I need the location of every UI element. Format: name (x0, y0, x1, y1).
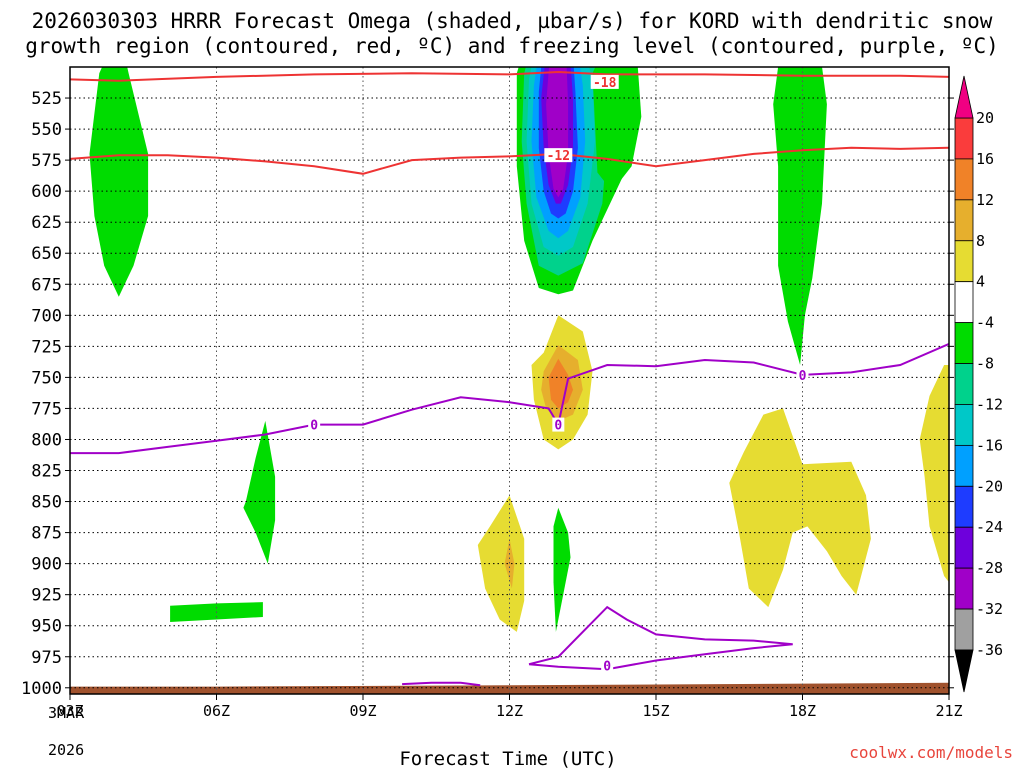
chart-title-line1: 2026030303 HRRR Forecast Omega (shaded, … (32, 9, 993, 33)
y-tick-label-575: 575 (31, 151, 62, 171)
colorbar-band--4_4 (954, 281, 974, 324)
colorbar-label--12: -12 (976, 395, 1003, 413)
y-tick-label-900: 900 (31, 555, 62, 575)
colorbar-label--32: -32 (976, 600, 1003, 618)
y-tick-label-700: 700 (31, 306, 62, 326)
contour-label-0: -18 (593, 76, 617, 91)
y-tick-label-750: 750 (31, 368, 62, 388)
contour-lines: -18 -12 0 0 0 0 (70, 70, 949, 687)
y-tick-label-600: 600 (31, 182, 62, 202)
contour-label-4: 0 (799, 369, 807, 384)
y-axis: 525 550 575 600 625 650 675 700 725 750 775 800 825 8… (21, 89, 954, 699)
omega-region-upward-left--8_-4 (89, 67, 149, 297)
x-axis: 03Z 06Z 09Z 12Z 15Z 18Z 21Z (56, 694, 963, 720)
colorbar-band--20_-16 (954, 444, 974, 487)
y-tick-label-775: 775 (31, 399, 62, 419)
x-tick-label-18Z: 18Z (789, 702, 816, 720)
contour-dgz-minus18 (70, 70, 949, 82)
y-tick-label-875: 875 (31, 524, 62, 544)
colorbar-label-4: 4 (976, 273, 985, 291)
colorbar-label-8: 8 (976, 232, 985, 250)
colorbar-label--4: -4 (976, 314, 994, 332)
contour-label-bg-3 (552, 417, 565, 432)
y-tick-label-950: 950 (31, 617, 62, 637)
colorbar-band--28_-24 (954, 526, 974, 569)
y-tick-label-1000: 1000 (21, 679, 62, 699)
colorbar-band--36_-32 (954, 608, 974, 651)
chart-title-line2: growth region (contoured, red, ºC) and f… (25, 34, 999, 58)
y-tick-label-625: 625 (31, 213, 62, 233)
x-tick-label-06Z: 06Z (203, 702, 230, 720)
x-axis-title: Forecast Time (UTC) (399, 748, 616, 768)
colorbar-arrow-top (954, 75, 974, 119)
colorbar-band--24_-20 (954, 485, 974, 528)
colorbar-label--20: -20 (976, 477, 1003, 495)
colorbar-label-20: 20 (976, 109, 994, 127)
colorbar-label-12: 12 (976, 191, 994, 209)
colorbar-band-8_12 (954, 199, 974, 242)
omega-region-upward-early-low--8_-4 (243, 420, 276, 564)
colorbar-band-12_16 (954, 158, 974, 201)
colorbar-band--32_-28 (954, 567, 974, 610)
omega-region-downward-low-11z-4_8 (477, 495, 525, 632)
colorbar-band--16_-12 (954, 404, 974, 446)
contour-label-3: 0 (554, 419, 562, 434)
colorbar-label--8: -8 (976, 355, 994, 373)
y-tick-label-925: 925 (31, 586, 62, 606)
footer-credit: coolwx.com/models (849, 743, 1013, 762)
omega-region-downward-afternoon-4_8 (729, 408, 871, 608)
x-tick-label-21Z: 21Z (935, 702, 962, 720)
contour-label-bg-5 (601, 658, 614, 673)
colorbar-arrow-bottom (954, 649, 974, 693)
x-tick-label-03Z: 03Z (56, 702, 83, 720)
contour-label-bg-2 (308, 417, 321, 432)
grid-lines (70, 67, 949, 694)
colorbar-label-16: 16 (976, 150, 994, 168)
omega-region-upward-core-12z--32_-28 (546, 67, 569, 198)
contour-dgz-minus12 (70, 146, 949, 175)
colorbar-band--8_-4 (954, 322, 974, 364)
y-tick-label-725: 725 (31, 337, 62, 357)
x-tick-label-15Z: 15Z (642, 702, 669, 720)
omega-region-upward-13z-low--8_-4 (553, 507, 571, 632)
colorbar-band--12_-8 (954, 363, 974, 405)
y-tick-label-550: 550 (31, 120, 62, 140)
colorbar-label--36: -36 (976, 641, 1003, 659)
contour-freezing-level-surface (402, 681, 481, 687)
contour-label-bg-4 (796, 367, 809, 382)
y-tick-label-825: 825 (31, 462, 62, 482)
y-tick-label-525: 525 (31, 89, 62, 109)
y-tick-label-800: 800 (31, 430, 62, 450)
omega-region-downward-core-12_16 (548, 358, 573, 409)
x-tick-label-09Z: 09Z (349, 702, 376, 720)
contour-freezing-level (70, 342, 949, 455)
contour-label-2: 0 (310, 419, 318, 434)
x-tick-label-12Z: 12Z (496, 702, 523, 720)
contour-label-1: -12 (547, 149, 570, 164)
colorbar-band-16_20 (954, 117, 974, 160)
y-tick-label-675: 675 (31, 275, 62, 295)
contour-label-bg-0 (590, 74, 619, 89)
colorbar-label--24: -24 (976, 518, 1003, 536)
contour-freezing-level-low (528, 605, 793, 671)
date-label-year: 2026 (48, 741, 84, 759)
y-tick-label-850: 850 (31, 493, 62, 513)
colorbar-label--16: -16 (976, 436, 1003, 454)
date-label-month: 3MAR (48, 704, 85, 722)
y-tick-label-650: 650 (31, 244, 62, 264)
y-tick-label-975: 975 (31, 648, 62, 668)
omega-region-downward-low-11z-8_12 (504, 538, 515, 589)
omega-region-upward-18z-column--8_-4 (773, 67, 827, 365)
colorbar-band-4_8 (954, 240, 974, 283)
contour-label-5: 0 (603, 659, 611, 674)
colorbar-label--28: -28 (976, 559, 1003, 577)
contour-label-bg-1 (544, 148, 573, 163)
omega-region-downward-right-edge-4_8 (919, 365, 949, 583)
colorbar: 20 16 12 8 4 -4 -8 -12 -16 -20 -24 -28 -32 -36 (954, 75, 1003, 693)
